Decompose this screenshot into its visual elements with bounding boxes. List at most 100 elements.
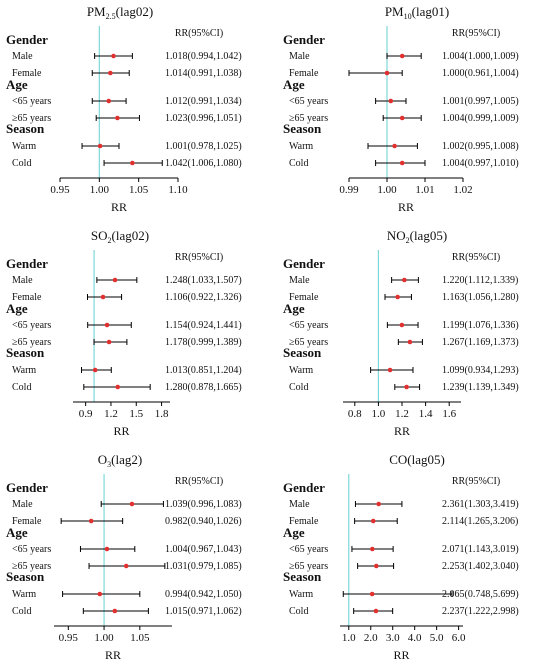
rr-value: 1.015(0.971,1.062) bbox=[165, 606, 242, 617]
row-label: Warm bbox=[12, 365, 36, 376]
x-tick-label: 1.8 bbox=[155, 408, 169, 420]
rr-value: 2.071(1.143,3.019) bbox=[442, 544, 519, 555]
rr-point bbox=[370, 518, 376, 524]
rr-header: RR(95%CI) bbox=[175, 476, 223, 487]
rr-value: 1.099(0.934,1.293) bbox=[442, 365, 519, 376]
panel-title: O3(lag2) bbox=[98, 452, 142, 469]
rr-header: RR(95%CI) bbox=[452, 28, 500, 39]
rr-point bbox=[104, 546, 110, 552]
group-label: Gender bbox=[6, 480, 48, 495]
rr-value: 2.065(0.748,5.699) bbox=[442, 589, 519, 600]
forest-panel: CO(lag05) RR(95%CI) Gender Male 2.361(1.303,… bbox=[283, 452, 519, 662]
forest-panel: PM10(lag01)RR(95%CI) Gender Male 1.004(1.00… bbox=[283, 4, 519, 214]
rr-value: 1.280(0.878,1.665) bbox=[165, 382, 242, 393]
rr-value: 1.018(0.994,1.042) bbox=[165, 51, 242, 62]
x-tick-label: 1.02 bbox=[453, 184, 472, 196]
panel-title: PM10(lag01) bbox=[385, 4, 449, 21]
x-tick-label: 1.01 bbox=[415, 184, 434, 196]
row-label: Warm bbox=[12, 589, 36, 600]
x-tick-label: 1.00 bbox=[90, 184, 110, 196]
x-tick-label: 1.00 bbox=[377, 184, 397, 196]
row-label: <65 years bbox=[289, 320, 328, 331]
rr-point bbox=[97, 591, 103, 597]
x-tick-label: 0.8 bbox=[348, 408, 362, 420]
x-tick-label: 1.6 bbox=[442, 408, 456, 420]
row-label: Cold bbox=[12, 158, 31, 169]
rr-point bbox=[115, 115, 120, 121]
x-tick-label: 0.99 bbox=[339, 184, 359, 196]
forest-panel: NO2(lag05) RR(95%CI) Gender Male 1.220(1.112… bbox=[283, 228, 519, 438]
rr-point bbox=[106, 98, 112, 104]
row-label: Female bbox=[289, 292, 319, 303]
x-tick-label: 1.0 bbox=[342, 632, 356, 644]
row-label: Male bbox=[12, 499, 33, 510]
rr-value: 2.237(1.222,2.998) bbox=[442, 606, 519, 617]
rr-point bbox=[123, 563, 129, 569]
panel-title: PM2.5(lag02) bbox=[87, 4, 153, 21]
row-label: Male bbox=[289, 275, 310, 286]
x-tick-label: 1.5 bbox=[129, 408, 143, 420]
forest-panel: O3(lag2) RR(95%CI) Gender Male 1.039(0.996,1… bbox=[6, 452, 242, 662]
row-label: <65 years bbox=[289, 96, 328, 107]
group-label: Season bbox=[6, 121, 45, 136]
row-label: Cold bbox=[12, 382, 31, 393]
group-label: Season bbox=[6, 569, 45, 584]
rr-point bbox=[376, 501, 381, 507]
group-label: Gender bbox=[283, 256, 325, 271]
rr-point bbox=[395, 294, 400, 300]
rr-point bbox=[399, 53, 405, 59]
row-label: Female bbox=[289, 516, 319, 527]
rr-value: 1.199(1.076,1.336) bbox=[442, 320, 519, 331]
panel-title: SO2(lag02) bbox=[91, 228, 149, 245]
rr-value: 1.248(1.033,1.507) bbox=[165, 275, 242, 286]
group-label: Season bbox=[283, 121, 322, 136]
x-tick-label: 5.0 bbox=[430, 632, 444, 644]
rr-point bbox=[88, 518, 94, 524]
rr-value: 1.042(1.006,1.080) bbox=[165, 158, 242, 169]
rr-point bbox=[399, 160, 405, 166]
rr-point bbox=[129, 501, 135, 507]
group-label: Gender bbox=[283, 32, 325, 47]
group-label: Age bbox=[283, 525, 305, 540]
row-label: <65 years bbox=[289, 544, 328, 555]
rr-point bbox=[374, 563, 379, 569]
rr-point bbox=[112, 277, 118, 283]
rr-value: 1.013(0.851,1.204) bbox=[165, 365, 242, 376]
rr-point bbox=[104, 322, 110, 328]
rr-point bbox=[111, 53, 116, 59]
rr-point bbox=[106, 339, 112, 345]
row-label: ≥65 years bbox=[12, 561, 51, 572]
group-label: Age bbox=[283, 301, 305, 316]
rr-value: 1.239(1.139,1.349) bbox=[442, 382, 519, 393]
group-label: Season bbox=[6, 345, 45, 360]
x-tick-label: 3.0 bbox=[386, 632, 400, 644]
row-label: Warm bbox=[12, 141, 36, 152]
row-label: Male bbox=[289, 51, 310, 62]
rr-value: 0.994(0.942,1.050) bbox=[165, 589, 242, 600]
rr-point bbox=[392, 143, 397, 149]
row-label: Warm bbox=[289, 365, 313, 376]
rr-point bbox=[112, 608, 118, 614]
rr-value: 1.004(1.000,1.009) bbox=[442, 51, 519, 62]
x-axis-label: RR bbox=[113, 424, 129, 438]
rr-value: 0.982(0.940,1.026) bbox=[165, 516, 242, 527]
row-label: <65 years bbox=[12, 96, 51, 107]
rr-point bbox=[388, 98, 394, 104]
rr-point bbox=[370, 546, 375, 552]
forest-panel: SO2(lag02) RR(95%CI) Gender Male 1.248(1.033… bbox=[6, 228, 242, 438]
group-label: Age bbox=[6, 525, 28, 540]
rr-point bbox=[100, 294, 106, 300]
rr-value: 2.114(1.265,3.206) bbox=[442, 516, 518, 527]
row-label: ≥65 years bbox=[289, 337, 328, 348]
rr-value: 1.004(0.997,1.010) bbox=[442, 158, 519, 169]
x-tick-label: 1.10 bbox=[168, 184, 188, 196]
group-label: Gender bbox=[6, 32, 48, 47]
rr-value: 1.002(0.995,1.008) bbox=[442, 141, 519, 152]
rr-value: 1.106(0.922,1.326) bbox=[165, 292, 242, 303]
rr-point bbox=[387, 367, 393, 373]
rr-point bbox=[399, 322, 405, 328]
row-label: ≥65 years bbox=[289, 113, 328, 124]
group-label: Gender bbox=[6, 256, 48, 271]
rr-value: 1.000(0.961,1.004) bbox=[442, 68, 519, 79]
